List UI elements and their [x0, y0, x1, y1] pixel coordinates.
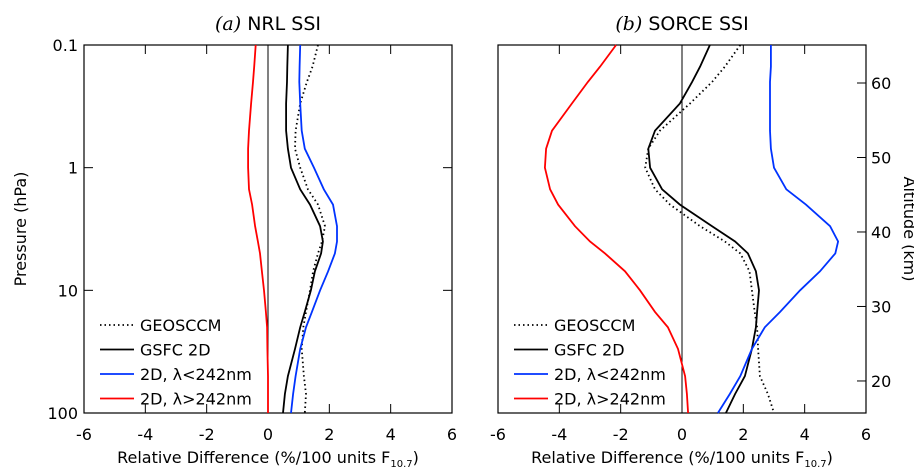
y-tick-label: 1 [68, 159, 78, 178]
x-label-sub: 10.7 [804, 459, 826, 469]
panel-title: (b) SORCE SSI [615, 13, 748, 35]
series-line [282, 44, 324, 414]
panel-label: (b) [615, 13, 642, 35]
x-tick-label: -2 [199, 425, 215, 444]
panel-label: (a) [215, 13, 241, 35]
x-tick-label: -4 [551, 425, 567, 444]
series-line [647, 44, 760, 414]
series-line [247, 44, 269, 413]
y2-tick-label: 20 [871, 372, 891, 391]
x-tick-label: 4 [800, 425, 810, 444]
legend-label: GSFC 2D [140, 341, 211, 360]
x-tick-label: -2 [613, 425, 629, 444]
legend-label: 2D, λ>242nm [554, 390, 666, 409]
y2-tick-label: 60 [871, 74, 891, 93]
x-axis-label: Relative Difference (%/100 units F10.7) [117, 448, 419, 469]
y2-tick-label: 50 [871, 148, 891, 167]
x-tick-label: 0 [677, 425, 687, 444]
x-axis-label: Relative Difference (%/100 units F10.7) [531, 448, 833, 469]
x-label-end: ) [827, 448, 833, 467]
x-label-main: Relative Difference (%/100 units F [117, 448, 390, 467]
legend-label: 2D, λ>242nm [140, 390, 252, 409]
x-tick-label: 2 [738, 425, 748, 444]
y-tick-label: 10 [58, 281, 78, 300]
series-line [290, 44, 338, 414]
series-line [294, 44, 326, 414]
x-tick-label: 2 [324, 425, 334, 444]
panel-title: (a) NRL SSI [215, 13, 321, 35]
legend-label: GSFC 2D [554, 341, 625, 360]
legend-label: 2D, λ<242nm [554, 365, 666, 384]
x-tick-label: -6 [490, 425, 506, 444]
panel-name: SORCE SSI [648, 13, 748, 35]
series-line [644, 44, 775, 414]
x-label-main: Relative Difference (%/100 units F [531, 448, 804, 467]
y-axis-label: Pressure (hPa) [11, 172, 30, 287]
x-label-end: ) [413, 448, 419, 467]
legend-label: GEOSCCM [554, 316, 635, 335]
x-tick-label: 4 [386, 425, 396, 444]
x-tick-label: 0 [263, 425, 273, 444]
legend-label: GEOSCCM [140, 316, 221, 335]
x-tick-label: -4 [137, 425, 153, 444]
y-tick-label: 100 [47, 404, 78, 423]
x-tick-label: 6 [447, 425, 457, 444]
x-tick-label: 6 [861, 425, 871, 444]
legend-label: 2D, λ<242nm [140, 365, 252, 384]
y2-tick-label: 40 [871, 223, 891, 242]
y2-tick-label: 30 [871, 297, 891, 316]
y2-axis-label: Altitude (km) [900, 177, 914, 282]
panel-name: NRL SSI [247, 13, 321, 35]
x-label-sub: 10.7 [390, 459, 412, 469]
x-tick-label: -6 [76, 425, 92, 444]
series-line [543, 44, 689, 414]
y-tick-label: 0.1 [53, 36, 78, 55]
series-line [717, 45, 840, 414]
